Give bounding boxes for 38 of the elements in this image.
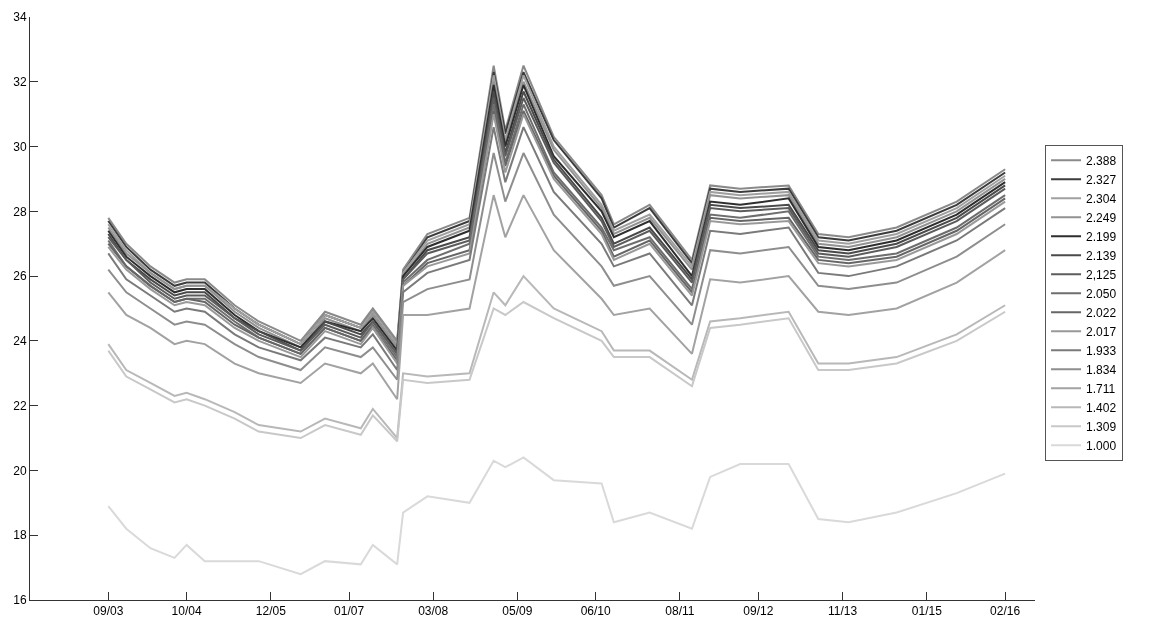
x-tick-label: 10/04 [171, 604, 202, 619]
legend-label: 2,125 [1086, 267, 1117, 282]
legend-label: 1.834 [1086, 362, 1117, 377]
legend-label: 1.402 [1086, 400, 1117, 415]
legend-label: 2.199 [1086, 229, 1117, 244]
x-tick-label: 09/03 [93, 604, 124, 619]
x-tick-label: 11/13 [828, 604, 858, 619]
y-tick-label: 28 [13, 204, 27, 219]
legend-label: 2.249 [1086, 210, 1117, 225]
x-tick-label: 12/05 [255, 604, 287, 619]
legend-label: 1.933 [1086, 343, 1117, 358]
legend-label: 1.711 [1086, 381, 1116, 396]
x-tick-label: 06/10 [580, 604, 612, 619]
x-tick-label: 05/09 [502, 604, 533, 619]
x-tick-label: 09/12 [743, 604, 774, 619]
legend-label: 1.000 [1086, 438, 1117, 453]
legend-label: 2.022 [1086, 305, 1117, 320]
legend-label: 1.309 [1086, 419, 1117, 434]
y-tick-label: 34 [13, 10, 27, 25]
legend-label: 2.327 [1086, 172, 1117, 187]
y-tick-label: 18 [13, 528, 27, 543]
legend-label: 2.388 [1086, 153, 1117, 168]
x-tick-label: 03/08 [418, 604, 449, 619]
legend-label: 2.017 [1086, 324, 1117, 339]
y-tick-label: 26 [13, 269, 27, 284]
y-tick-label: 20 [13, 463, 27, 478]
x-tick-label: 08/11 [665, 604, 695, 619]
legend-label: 2.139 [1086, 248, 1117, 263]
y-tick-label: 22 [13, 398, 27, 413]
x-tick-label: 02/16 [990, 604, 1021, 619]
x-tick-label: 01/07 [334, 604, 365, 619]
legend-label: 2.304 [1086, 191, 1117, 206]
y-tick-label: 16 [13, 593, 27, 608]
legend-label: 2.050 [1086, 286, 1117, 301]
y-tick-label: 24 [13, 334, 27, 349]
y-tick-label: 32 [13, 74, 27, 89]
y-tick-label: 30 [13, 139, 27, 154]
x-tick-label: 01/15 [911, 604, 943, 619]
